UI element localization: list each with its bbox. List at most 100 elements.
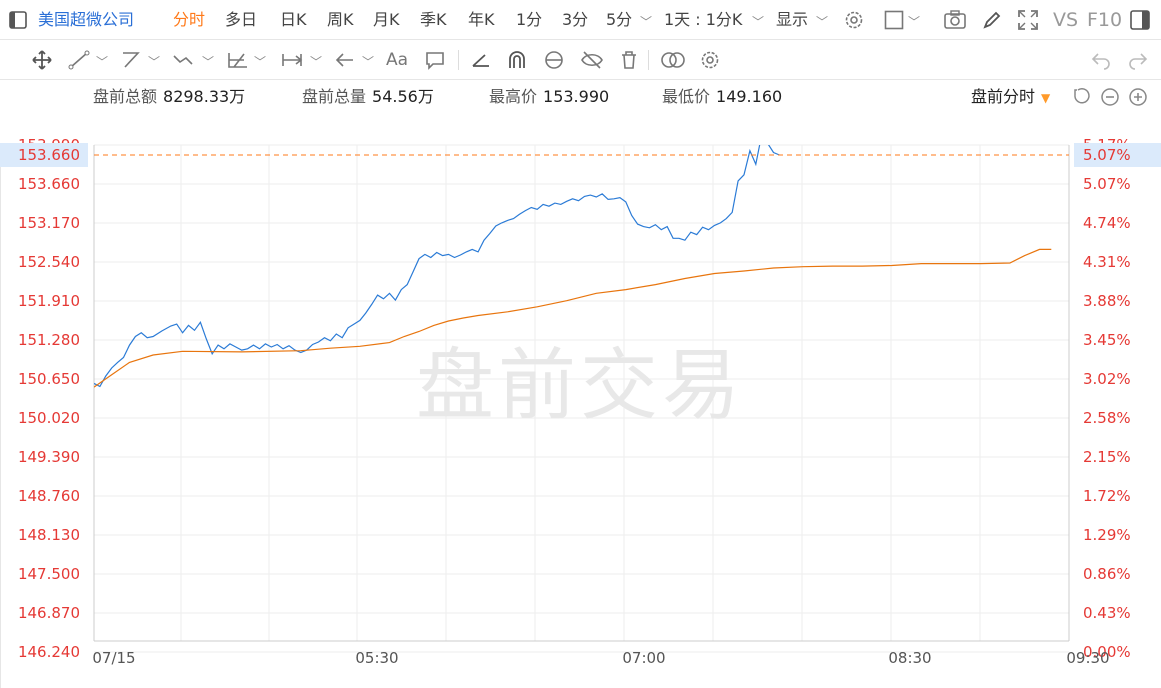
stat-low: 最低价 149.160 xyxy=(662,82,782,112)
chevron-down-icon[interactable]: ﹀ xyxy=(148,55,161,69)
display-select[interactable]: 显示 xyxy=(776,10,809,29)
tab-5min[interactable]: 5分 xyxy=(606,10,633,29)
y-tick-label-right: 3.88% xyxy=(1083,292,1131,310)
angle-tool-icon[interactable] xyxy=(470,50,492,74)
camera-icon[interactable] xyxy=(943,9,967,35)
stat-value: 8298.33万 xyxy=(163,87,246,106)
y-tick-label-right: 5.07% xyxy=(1083,175,1131,193)
reset-zoom-icon[interactable] xyxy=(1071,87,1091,111)
tab-3min[interactable]: 3分 xyxy=(562,10,589,29)
y-tick-label-right: 3.45% xyxy=(1083,331,1131,349)
vs-button[interactable]: VS xyxy=(1053,9,1079,31)
tab-yearly-k[interactable]: 年K xyxy=(468,10,495,29)
panel-toggle-icon[interactable] xyxy=(8,0,28,45)
stat-label: 盘前总额 xyxy=(93,87,158,106)
side-panel-icon[interactable] xyxy=(1129,9,1151,35)
tab-daily-k[interactable]: 日K xyxy=(280,10,307,29)
stat-premarket-amount: 盘前总额 8298.33万 xyxy=(93,82,245,112)
y-tick-label-left: 146.240 xyxy=(18,643,80,661)
tab-weekly-k[interactable]: 周K xyxy=(327,10,354,29)
y-tick-label-left: 148.130 xyxy=(18,526,80,544)
fullscreen-icon[interactable] xyxy=(1017,9,1039,35)
y-tick-label-right: 0.43% xyxy=(1083,604,1131,622)
watermark-text: 盘前交易 xyxy=(416,341,744,431)
premarket-mode-select[interactable]: 盘前分时 ▼ xyxy=(971,82,1050,113)
current-price-box-left xyxy=(0,143,88,167)
y-tick-label-left: 148.760 xyxy=(18,487,80,505)
chevron-down-icon: ▼ xyxy=(1041,91,1051,105)
y-tick-label-right: 0.00% xyxy=(1083,643,1131,661)
settings-gear-icon[interactable] xyxy=(843,9,865,35)
price-line xyxy=(94,145,780,388)
chevron-down-icon[interactable]: ﹀ xyxy=(908,15,921,29)
square-indicator-icon[interactable] xyxy=(884,10,904,34)
chevron-down-icon[interactable]: ﹀ xyxy=(640,15,653,29)
toolbar-divider xyxy=(458,50,459,70)
stat-label: 盘前总量 xyxy=(302,87,367,106)
y-tick-label-left: 151.910 xyxy=(18,292,80,310)
compare-icon[interactable] xyxy=(660,49,686,75)
magnet-icon[interactable] xyxy=(506,50,528,74)
y-tick-label-right: 1.29% xyxy=(1083,526,1131,544)
y-tick-label-right: 2.15% xyxy=(1083,448,1131,466)
line-tool-icon[interactable] xyxy=(68,50,90,74)
x-tick-label: 09:30 xyxy=(1066,649,1109,667)
chevron-down-icon[interactable]: ﹀ xyxy=(752,15,765,29)
hide-drawing-icon[interactable] xyxy=(580,49,604,75)
drawing-toolbar: ﹀ ﹀ ﹀ ﹀ ﹀ ﹀ Aa xyxy=(0,40,1161,80)
y-tick-label-left: 150.650 xyxy=(18,370,80,388)
tab-quarterly-k[interactable]: 季K xyxy=(420,10,447,29)
wave-tool-icon[interactable] xyxy=(172,50,198,74)
tool-settings-gear-icon[interactable] xyxy=(699,49,721,75)
f10-button[interactable]: F10 xyxy=(1087,9,1123,31)
zoom-out-icon[interactable] xyxy=(1100,87,1120,111)
y-tick-label-left: 146.870 xyxy=(18,604,80,622)
toolbar-divider xyxy=(648,50,649,70)
current-change-label: 5.07% xyxy=(1083,146,1131,164)
x-tick-label: 08:30 xyxy=(888,649,931,667)
top-bar: 美国超微公司 分时 多日 日K 周K 月K 季K 年K 1分 3分 5分 ﹀ 1… xyxy=(0,0,1161,40)
lock-drawing-icon[interactable] xyxy=(542,49,566,75)
measure-tool-icon[interactable] xyxy=(280,50,304,74)
y-tick-label-right: 3.02% xyxy=(1083,370,1131,388)
chevron-down-icon[interactable]: ﹀ xyxy=(254,55,267,69)
chevron-down-icon[interactable]: ﹀ xyxy=(202,55,215,69)
average-price-line xyxy=(94,248,1052,388)
y-tick-label-right: 4.31% xyxy=(1083,253,1131,271)
interval-select[interactable]: 1天 : 1分K xyxy=(664,10,743,29)
stat-value: 54.56万 xyxy=(372,87,434,106)
arrow-tool-icon[interactable] xyxy=(334,50,356,74)
move-icon[interactable] xyxy=(30,49,54,75)
x-tick-label: 07:00 xyxy=(622,649,665,667)
trash-icon[interactable] xyxy=(618,49,640,75)
tab-multi-day[interactable]: 多日 xyxy=(225,10,258,29)
chevron-down-icon[interactable]: ﹀ xyxy=(362,55,375,69)
y-tick-label-right: 2.58% xyxy=(1083,409,1131,427)
redo-icon[interactable] xyxy=(1127,50,1149,74)
x-tick-label: 07/15 xyxy=(92,649,135,667)
current-change-box-right xyxy=(1074,143,1161,167)
pen-icon[interactable] xyxy=(981,9,1003,35)
undo-icon[interactable] xyxy=(1090,50,1112,74)
tab-intraday[interactable]: 分时 xyxy=(173,10,206,29)
comment-tool-icon[interactable] xyxy=(424,50,446,74)
zoom-in-icon[interactable] xyxy=(1128,87,1148,111)
fib-tool-icon[interactable] xyxy=(226,50,250,74)
chevron-down-icon[interactable]: ﹀ xyxy=(96,55,109,69)
current-price-label: 153.660 xyxy=(18,146,80,164)
y-tick-label-left: 153.660 xyxy=(18,175,80,193)
y-tick-label-right: 0.86% xyxy=(1083,565,1131,583)
y-tick-label-left: 153.170 xyxy=(18,214,80,232)
tab-1min[interactable]: 1分 xyxy=(516,10,543,29)
y-tick-label-left: 150.020 xyxy=(18,409,80,427)
stock-title[interactable]: 美国超微公司 xyxy=(38,10,135,29)
stat-premarket-volume: 盘前总量 54.56万 xyxy=(302,82,434,112)
chevron-down-icon[interactable]: ﹀ xyxy=(310,55,323,69)
chevron-down-icon[interactable]: ﹀ xyxy=(816,15,829,29)
y-tick-label-left: 151.280 xyxy=(18,331,80,349)
text-tool-icon[interactable]: Aa xyxy=(386,50,409,70)
polyline-tool-icon[interactable] xyxy=(120,50,142,74)
tab-monthly-k[interactable]: 月K xyxy=(373,10,400,29)
intraday-chart[interactable]: 153.9905.17%153.6605.07%153.1704.74%152.… xyxy=(0,112,1161,688)
stat-label: 最高价 xyxy=(489,87,538,106)
